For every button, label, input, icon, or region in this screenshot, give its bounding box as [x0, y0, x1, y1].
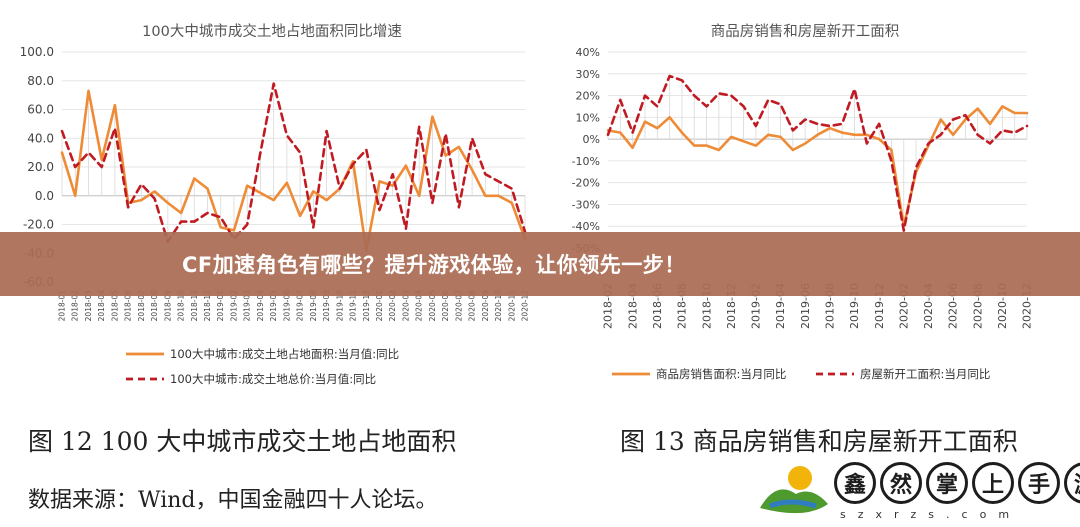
x-tick-label: 2019-05	[269, 290, 278, 322]
x-tick-label: 2020-04	[415, 290, 424, 322]
y-tick-label: 60.0	[27, 103, 54, 117]
y-tick-label: -20.0	[23, 218, 54, 232]
chart-title: 商品房销售和房屋新开工面积	[711, 23, 900, 40]
logo-characters: 鑫 然 掌 上 手 游	[834, 462, 1080, 504]
x-tick-label: 2019-07	[296, 290, 305, 322]
caption-figure-12: 图 12 100 大中城市成交土地占地面积	[28, 427, 457, 456]
y-tick-label: 0%	[583, 133, 600, 146]
x-tick-label: 2019-04	[256, 290, 265, 322]
y-tick-label: -30%	[572, 198, 600, 211]
x-tick-label: 2020-11	[507, 290, 516, 322]
logo-char: 上	[972, 462, 1014, 504]
y-tick-label: 30%	[576, 68, 600, 81]
x-tick-label: 2020-10	[494, 290, 503, 322]
y-tick-label: 20%	[576, 90, 600, 103]
x-tick-label: 2018-08	[150, 290, 159, 322]
x-tick-label: 2019-08	[309, 290, 318, 322]
series-line-dashed	[60, 82, 527, 244]
x-tick-label: 2018-06	[124, 290, 133, 322]
legend-label: 100大中城市:成交土地占地面积:当月值:同比	[170, 347, 399, 361]
legend-label: 100大中城市:成交土地总价:当月值:同比	[170, 372, 376, 386]
x-tick-label: 2020-05	[428, 290, 437, 322]
x-tick-label: 2019-02	[229, 290, 238, 322]
logo-char: 鑫	[834, 462, 876, 504]
chart-title: 100大中城市成交土地占地面积同比增速	[142, 22, 402, 40]
title-banner: CF加速角色有哪些？提升游戏体验，让你领先一步！	[0, 232, 1080, 296]
logo-url: szxrzs.com	[840, 508, 1022, 521]
x-tick-label: 2020-07	[454, 290, 463, 322]
y-tick-label: 80.0	[27, 74, 54, 88]
x-tick-label: 2019-03	[243, 290, 252, 322]
y-tick-label: 20.0	[27, 160, 54, 174]
x-tick-label: 2020-06	[441, 290, 450, 322]
y-tick-label: -10%	[572, 155, 600, 168]
x-tick-label: 2018-07	[137, 290, 146, 322]
x-tick-label: 2020-03	[401, 290, 410, 322]
caption-figure-13: 图 13 商品房销售和房屋新开工面积	[620, 427, 1018, 456]
series-line-solid	[60, 89, 527, 252]
x-tick-label: 2020-09	[481, 290, 490, 322]
series-line-dashed	[606, 74, 1029, 232]
x-tick-label: 2020-08	[468, 290, 477, 322]
legend-label: 房屋新开工面积:当月同比	[860, 367, 990, 381]
x-tick-label: 2018-03	[84, 290, 93, 322]
logo-char: 游	[1064, 462, 1080, 504]
x-tick-label: 2018-02	[71, 290, 80, 322]
x-tick-label: 2018-09	[163, 290, 172, 322]
x-tick-label: 2020-12	[521, 290, 530, 322]
series-line-solid	[606, 105, 1029, 228]
y-tick-label: 40%	[576, 46, 600, 59]
x-tick-label: 2018-10	[177, 290, 186, 322]
logo-mountain-icon	[760, 466, 828, 514]
y-tick-label: 10%	[576, 111, 600, 124]
y-tick-label: 40.0	[27, 131, 54, 145]
y-tick-label: -20%	[572, 177, 600, 190]
logo-char: 然	[880, 462, 922, 504]
x-tick-label: 2019-09	[322, 290, 331, 322]
x-tick-label: 2018-12	[203, 290, 212, 322]
data-source-note: 数据来源：Wind，中国金融四十人论坛。	[28, 488, 438, 513]
x-tick-label: 2019-01	[216, 290, 225, 322]
y-tick-label: 100.0	[20, 45, 54, 59]
x-tick-label: 2018-04	[97, 290, 106, 322]
x-tick-label: 2020-01	[375, 290, 384, 322]
x-tick-label: 2019-06	[282, 290, 291, 322]
x-tick-label: 2018-11	[190, 290, 199, 322]
legend-label: 商品房销售面积:当月同比	[656, 367, 786, 381]
x-tick-label: 2018-01	[58, 290, 67, 322]
x-tick-label: 2020-02	[388, 290, 397, 322]
x-tick-label: 2018-05	[110, 290, 119, 322]
x-tick-label: 2019-10	[335, 290, 344, 322]
y-tick-label: 0.0	[35, 189, 54, 203]
site-logo: 鑫 然 掌 上 手 游 szxrzs.com	[756, 458, 1080, 524]
y-tick-label: -40%	[572, 220, 600, 233]
logo-char: 掌	[926, 462, 968, 504]
logo-char: 手	[1018, 462, 1060, 504]
banner-text: CF加速角色有哪些？提升游戏体验，让你领先一步！	[182, 253, 686, 277]
x-tick-label: 2019-12	[362, 290, 371, 322]
x-tick-label: 2019-11	[349, 290, 358, 322]
